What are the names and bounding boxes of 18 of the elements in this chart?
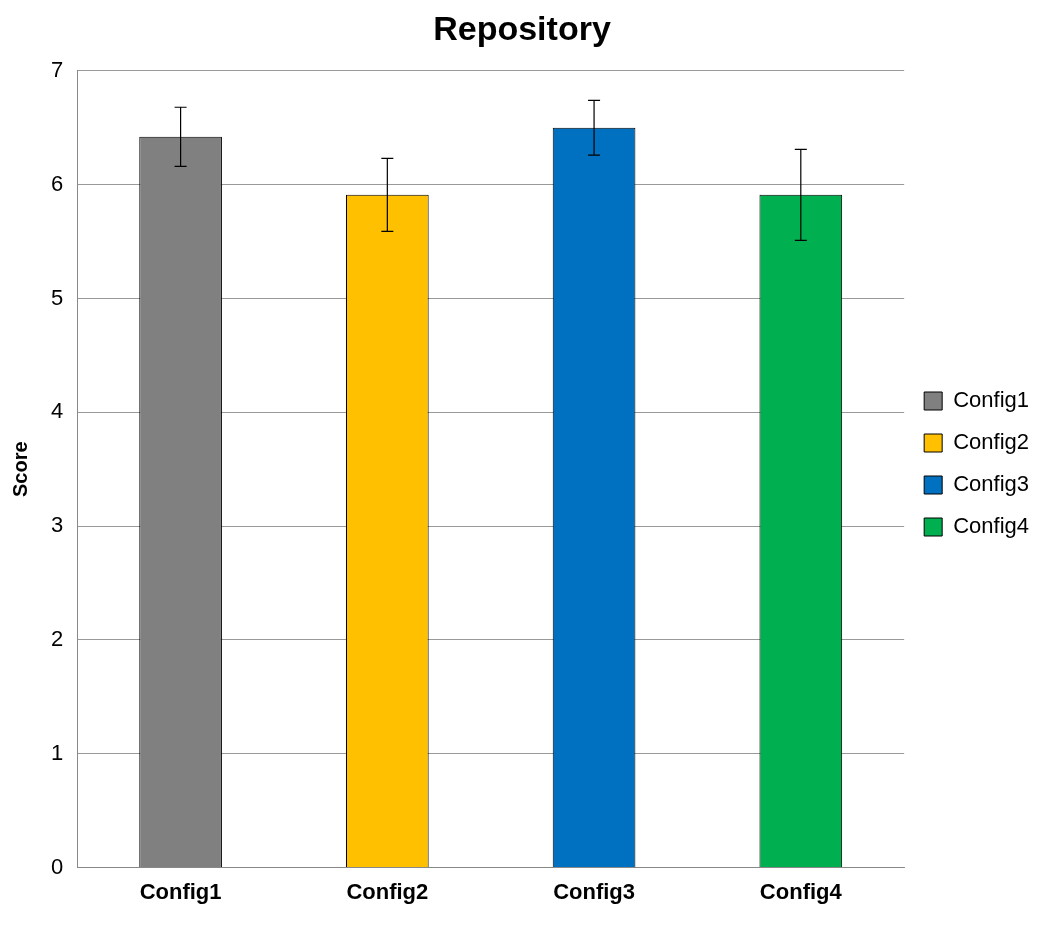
y-axis-title: Score [8,441,31,497]
x-tick-label: Config2 [346,878,429,904]
legend-label: Config2 [953,429,1030,455]
y-tick-label: 5 [50,284,64,310]
legend-label: Config3 [953,471,1030,497]
legend-label: Config4 [953,513,1030,539]
y-tick-label: 4 [50,398,64,424]
y-tick-label: 2 [50,626,64,652]
y-tick-label: 1 [50,739,64,765]
x-tick-label: Config3 [553,878,636,904]
y-tick-label: 7 [50,56,64,82]
x-tick-label: Config1 [139,878,222,904]
y-tick-label: 0 [50,853,64,879]
y-tick-label: 6 [50,170,64,196]
legend-label: Config1 [953,387,1030,413]
x-tick-label: Config4 [759,878,843,904]
y-tick-label: 3 [50,512,64,538]
chart-title: Repository [433,8,611,47]
